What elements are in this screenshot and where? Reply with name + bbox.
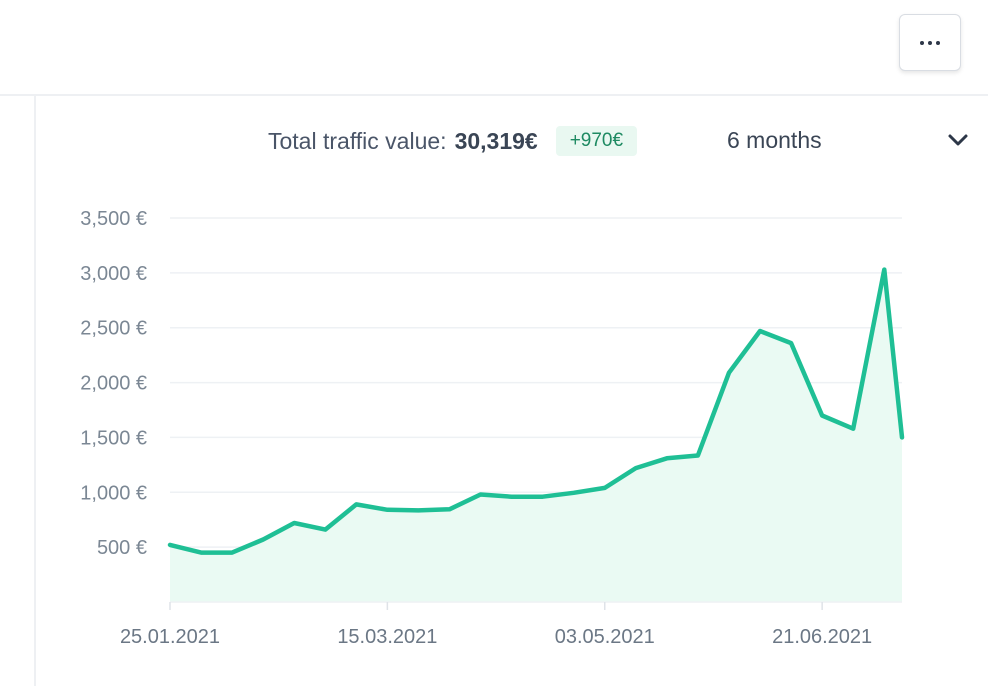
data-point (899, 434, 905, 440)
y-tick-label: 3,000 € (80, 263, 147, 285)
y-tick-label: 2,500 € (80, 318, 147, 340)
data-point (322, 527, 328, 533)
data-point (695, 453, 701, 459)
data-point (850, 426, 856, 432)
x-tick-label: 25.01.2021 (120, 626, 220, 648)
data-point (664, 455, 670, 461)
data-point (446, 506, 452, 512)
traffic-area (170, 269, 902, 602)
data-point (819, 412, 825, 418)
data-point (478, 491, 484, 497)
data-point (571, 490, 577, 496)
traffic-summary: Total traffic value: 30,319€ +970€ (268, 124, 638, 158)
y-tick-label: 1,000 € (80, 482, 147, 504)
y-tick-label: 500 € (97, 537, 147, 559)
data-point (509, 494, 515, 500)
data-point (757, 328, 763, 334)
more-horizontal-icon (920, 40, 940, 45)
data-point (198, 550, 204, 556)
data-point (229, 550, 235, 556)
data-point (260, 536, 266, 542)
traffic-delta-badge: +970€ (555, 126, 638, 156)
data-point (881, 267, 887, 273)
data-point (415, 507, 421, 513)
data-point (788, 340, 794, 346)
period-selector[interactable]: 6 months (727, 127, 822, 153)
more-options-button[interactable] (899, 14, 961, 71)
data-point (291, 520, 297, 526)
x-tick-label: 15.03.2021 (337, 626, 437, 648)
data-point (540, 494, 546, 500)
data-point (633, 465, 639, 471)
data-point (726, 370, 732, 376)
top-toolbar (0, 0, 988, 96)
y-tick-label: 1,500 € (80, 427, 147, 449)
data-point (353, 501, 359, 507)
y-tick-label: 2,000 € (80, 373, 147, 395)
x-tick-label: 03.05.2021 (555, 626, 655, 648)
y-tick-label: 3,500 € (80, 208, 147, 230)
chevron-down-icon[interactable] (946, 130, 970, 150)
data-point (602, 485, 608, 491)
data-point (167, 542, 173, 548)
data-point (384, 507, 390, 513)
total-traffic-label: Total traffic value: (268, 127, 447, 154)
x-tick-label: 21.06.2021 (772, 626, 872, 648)
total-traffic-value: 30,319€ (454, 127, 538, 154)
panel-divider (34, 96, 36, 686)
traffic-line (167, 267, 905, 555)
